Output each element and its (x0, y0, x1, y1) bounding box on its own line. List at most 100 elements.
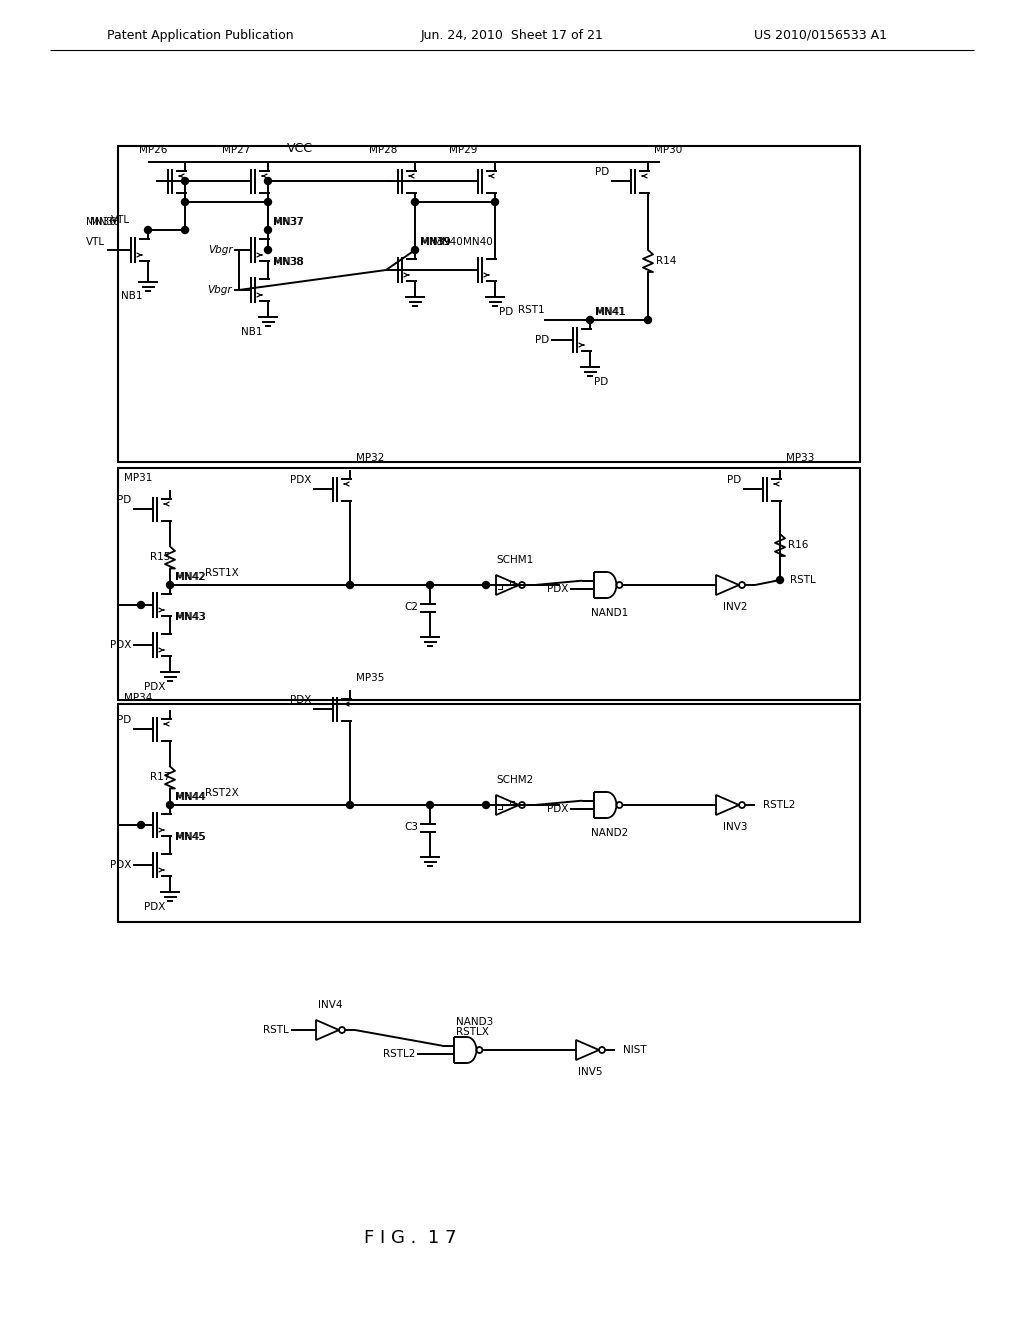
Text: VTL: VTL (86, 238, 105, 247)
Text: PDX: PDX (290, 475, 311, 484)
Text: PD: PD (594, 378, 608, 387)
Text: PDX: PDX (110, 640, 131, 649)
Text: RSTL2: RSTL2 (763, 800, 796, 810)
Text: MN40: MN40 (433, 238, 463, 247)
Text: Vbgr: Vbgr (208, 246, 233, 255)
Circle shape (482, 801, 489, 808)
Circle shape (264, 247, 271, 253)
Text: PDX: PDX (110, 861, 131, 870)
Circle shape (412, 198, 419, 206)
Text: MN39: MN39 (420, 238, 450, 247)
Circle shape (137, 602, 144, 609)
Circle shape (181, 227, 188, 234)
Text: R16: R16 (788, 540, 808, 550)
Text: INV5: INV5 (578, 1067, 602, 1077)
Text: INV3: INV3 (723, 822, 748, 832)
Text: MP33: MP33 (786, 453, 814, 463)
Text: PD: PD (595, 168, 609, 177)
Circle shape (427, 582, 433, 589)
Text: MN43: MN43 (176, 612, 206, 622)
Circle shape (264, 198, 271, 206)
Circle shape (181, 198, 188, 206)
Text: PD: PD (117, 715, 131, 725)
Circle shape (644, 317, 651, 323)
Text: Vbgr: Vbgr (208, 285, 232, 294)
Text: MP34: MP34 (124, 693, 152, 704)
Text: MN42: MN42 (175, 572, 205, 582)
Text: MN38: MN38 (273, 257, 303, 267)
Text: NAND3: NAND3 (457, 1016, 494, 1027)
Circle shape (346, 801, 353, 808)
Text: F I G .  1 7: F I G . 1 7 (364, 1229, 457, 1247)
Text: SCHM1: SCHM1 (497, 554, 534, 565)
Circle shape (427, 801, 433, 808)
Text: C2: C2 (404, 602, 418, 612)
Text: PDX: PDX (290, 696, 311, 705)
Text: NB1: NB1 (242, 327, 263, 337)
Text: US 2010/0156533 A1: US 2010/0156533 A1 (754, 29, 887, 41)
Bar (118, 147, 860, 462)
Text: MN37: MN37 (274, 216, 304, 227)
Text: PD: PD (727, 475, 741, 484)
Text: PD: PD (117, 495, 131, 506)
Text: R15: R15 (150, 553, 170, 562)
Text: INV2: INV2 (723, 602, 748, 612)
Circle shape (137, 821, 144, 829)
Text: MP30: MP30 (654, 145, 682, 154)
Bar (118, 704, 860, 921)
Circle shape (167, 801, 173, 808)
Text: VTL: VTL (111, 215, 130, 224)
Circle shape (482, 582, 489, 589)
Circle shape (412, 247, 419, 253)
Text: MP29: MP29 (449, 145, 477, 154)
Text: MN38: MN38 (274, 257, 304, 267)
Text: MP28: MP28 (369, 145, 397, 154)
Bar (118, 469, 860, 700)
Text: R14: R14 (656, 256, 677, 267)
Circle shape (776, 577, 783, 583)
Text: MP31: MP31 (124, 473, 152, 483)
Text: MN44: MN44 (175, 792, 205, 803)
Text: MN42: MN42 (176, 572, 206, 582)
Text: MN40: MN40 (463, 238, 493, 247)
Text: NB1: NB1 (122, 290, 143, 301)
Circle shape (144, 227, 152, 234)
Text: RST1X: RST1X (205, 568, 239, 578)
Text: MP27: MP27 (221, 145, 250, 154)
Text: RST2X: RST2X (205, 788, 239, 799)
Circle shape (264, 227, 271, 234)
Text: C3: C3 (404, 822, 418, 833)
Text: MN41: MN41 (595, 308, 625, 317)
Text: MN45: MN45 (176, 832, 206, 842)
Text: RSTL: RSTL (263, 1026, 289, 1035)
Circle shape (587, 317, 594, 323)
Text: MN44: MN44 (176, 792, 206, 803)
Text: Patent Application Publication: Patent Application Publication (106, 29, 293, 41)
Text: MN37: MN37 (273, 216, 303, 227)
Text: MP26: MP26 (138, 145, 167, 154)
Text: RSTL: RSTL (790, 576, 816, 585)
Text: MN39: MN39 (421, 238, 451, 247)
Text: MN36: MN36 (86, 216, 116, 227)
Text: RSTLX: RSTLX (456, 1027, 488, 1038)
Text: PD: PD (499, 308, 513, 317)
Text: INV4: INV4 (317, 1001, 342, 1010)
Text: PDX: PDX (547, 585, 568, 594)
Text: PDX: PDX (143, 682, 165, 692)
Text: RST1: RST1 (518, 305, 545, 315)
Text: MN41: MN41 (596, 308, 626, 317)
Text: NAND1: NAND1 (592, 609, 629, 618)
Circle shape (181, 177, 188, 185)
Text: Jun. 24, 2010  Sheet 17 of 21: Jun. 24, 2010 Sheet 17 of 21 (421, 29, 603, 41)
Text: MP32: MP32 (356, 453, 384, 463)
Text: R17: R17 (150, 772, 170, 783)
Circle shape (346, 582, 353, 589)
Text: MN36: MN36 (90, 216, 120, 227)
Text: RSTL2: RSTL2 (383, 1049, 415, 1060)
Circle shape (492, 198, 499, 206)
Text: NAND2: NAND2 (592, 828, 629, 838)
Text: MP35: MP35 (356, 673, 384, 682)
Text: SCHM2: SCHM2 (497, 775, 534, 785)
Text: NIST: NIST (623, 1045, 646, 1055)
Circle shape (167, 582, 173, 589)
